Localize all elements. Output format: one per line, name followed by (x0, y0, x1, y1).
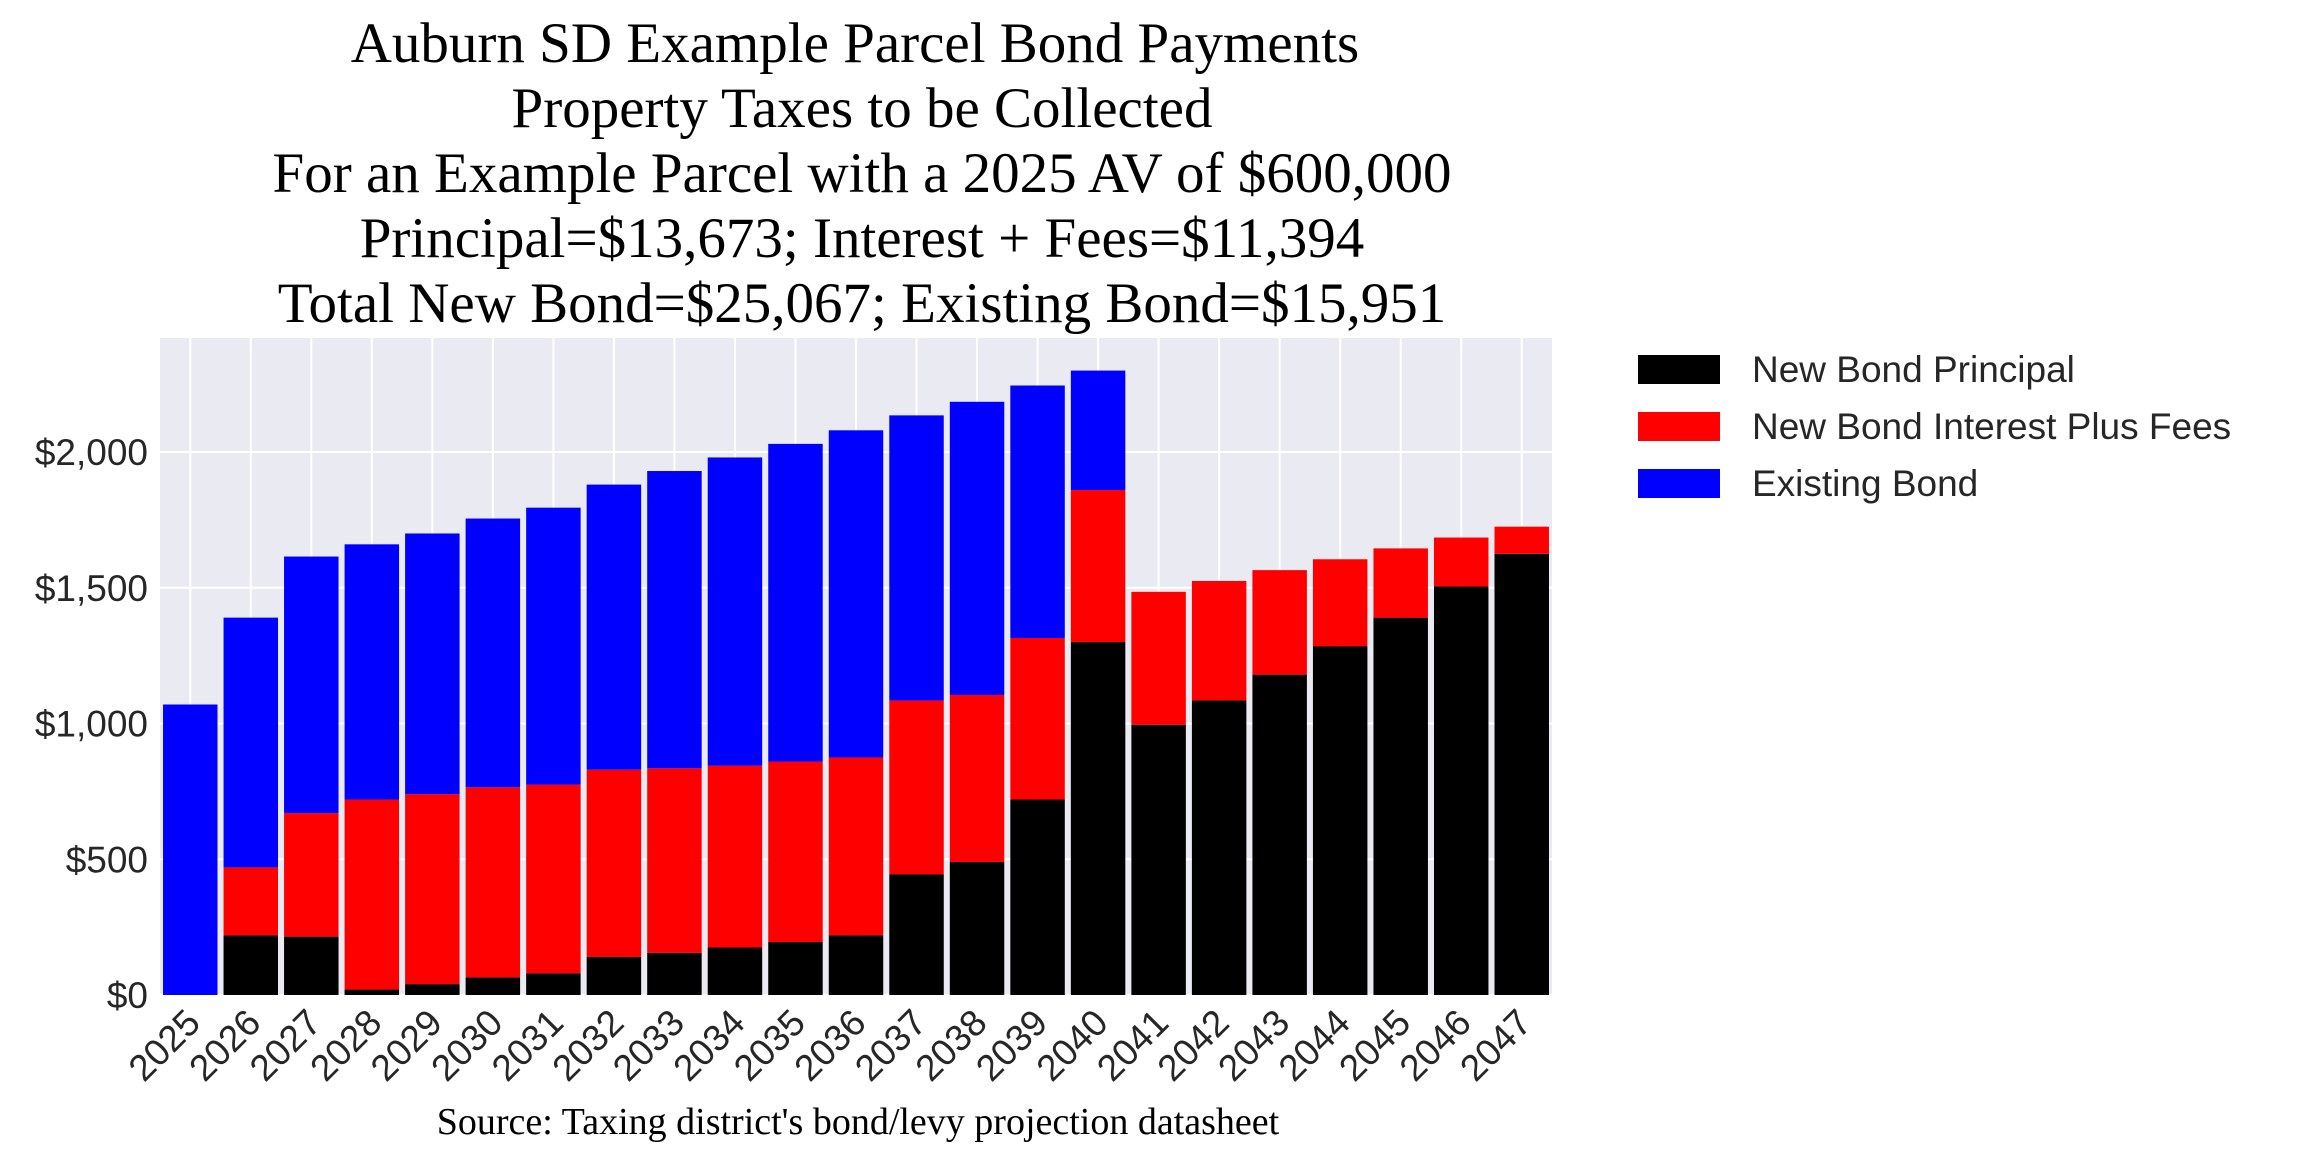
legend-label-interest: New Bond Interest Plus Fees (1752, 406, 2231, 447)
bar-2045-principal (1373, 617, 1428, 995)
bar-2047-principal (1494, 553, 1549, 995)
bar-2039-interest (1010, 637, 1065, 800)
title-line-2: Property Taxes to be Collected (512, 77, 1213, 140)
x-tick-label-2047: 2047 (1452, 1002, 1539, 1089)
bar-2026-interest (223, 867, 279, 936)
bar-2040-principal (1070, 642, 1126, 995)
bar-2044-interest (1312, 559, 1368, 647)
bar-2040-existing (1070, 370, 1126, 491)
bar-2043-interest (1252, 570, 1307, 675)
bar-2027-interest (284, 813, 339, 937)
bar-2033-interest (647, 768, 702, 953)
bar-2031-existing (526, 507, 581, 785)
y-tick-label-1: $500 (66, 839, 148, 880)
bar-2035-principal (768, 942, 823, 995)
bar-2032-interest (586, 769, 642, 957)
bar-2029-interest (405, 794, 460, 985)
bar-2036-interest (828, 757, 884, 936)
bar-2027-principal (284, 936, 339, 995)
bar-2037-interest (889, 700, 944, 875)
bar-2030-interest (465, 787, 521, 978)
chart-title: Auburn SD Example Parcel Bond Payments P… (273, 12, 1452, 335)
bar-2034-interest (707, 765, 763, 948)
bar-2046-principal (1433, 586, 1489, 995)
bar-2035-existing (768, 443, 823, 762)
bar-2042-interest (1191, 580, 1247, 701)
bar-2027-existing (284, 556, 339, 814)
bar-2036-principal (828, 935, 884, 995)
bar-2026-existing (223, 617, 279, 868)
bar-2028-principal (344, 989, 400, 995)
bar-2041-principal (1131, 724, 1186, 995)
bar-2045-interest (1373, 548, 1428, 618)
bar-2030-existing (465, 518, 521, 788)
bar-2046-interest (1433, 537, 1489, 587)
bars (163, 370, 1549, 995)
title-line-4: Principal=$13,673; Interest + Fees=$11,3… (360, 207, 1365, 270)
title-line-3: For an Example Parcel with a 2025 AV of … (273, 142, 1452, 205)
bar-2032-existing (586, 484, 642, 770)
y-tick-label-2: $1,000 (35, 704, 148, 745)
bar-2032-principal (586, 956, 642, 995)
bar-2034-existing (707, 457, 763, 766)
bar-2038-principal (949, 861, 1005, 995)
bar-2030-principal (465, 977, 521, 995)
legend: New Bond Principal New Bond Interest Plus… (1638, 349, 2231, 504)
bar-2031-principal (526, 973, 581, 995)
bar-2025-existing (163, 704, 218, 995)
bar-2039-existing (1010, 385, 1065, 638)
bar-2028-interest (344, 799, 400, 990)
bar-2041-interest (1131, 591, 1186, 725)
bar-2028-existing (344, 544, 400, 800)
bar-2033-existing (647, 471, 702, 769)
bar-2029-existing (405, 533, 460, 795)
bar-2036-existing (828, 430, 884, 758)
title-line-1: Auburn SD Example Parcel Bond Payments (351, 12, 1359, 75)
bar-2042-principal (1191, 700, 1247, 995)
y-tick-label-3: $1,500 (35, 568, 148, 609)
bar-2039-principal (1010, 799, 1065, 995)
y-tick-label-4: $2,000 (35, 432, 148, 473)
bar-2029-principal (405, 984, 460, 995)
bar-2043-principal (1252, 674, 1307, 995)
bar-2034-principal (707, 947, 763, 995)
title-line-5: Total New Bond=$25,067; Existing Bond=$1… (278, 272, 1447, 335)
bar-2031-interest (526, 784, 581, 974)
bar-2037-existing (889, 415, 944, 701)
bar-2035-interest (768, 761, 823, 943)
y-tick-label-0: $0 (107, 975, 148, 1016)
bar-2038-existing (949, 401, 1005, 696)
legend-swatch-interest (1638, 412, 1720, 441)
legend-swatch-principal (1638, 355, 1720, 384)
bar-2040-interest (1070, 490, 1126, 643)
bar-2037-principal (889, 874, 944, 995)
legend-label-existing: Existing Bond (1752, 463, 1978, 504)
bar-2044-principal (1312, 646, 1368, 995)
legend-label-principal: New Bond Principal (1752, 349, 2075, 390)
bar-2033-principal (647, 952, 702, 995)
legend-swatch-existing (1638, 469, 1720, 498)
bar-2047-interest (1494, 526, 1549, 554)
bar-2026-principal (223, 935, 279, 995)
bar-2038-interest (949, 695, 1005, 862)
y-axis-ticks: $0 $500 $1,000 $1,500 $2,000 (35, 432, 148, 1016)
x-axis-ticks: 2025202620272028202920302031203220332034… (121, 1002, 1540, 1089)
source-caption: Source: Taxing district's bond/levy proj… (437, 1101, 1280, 1143)
